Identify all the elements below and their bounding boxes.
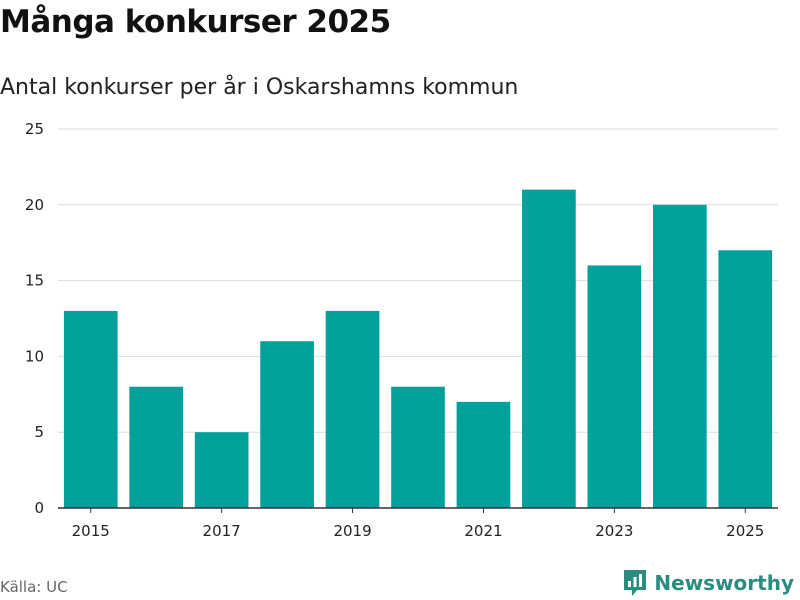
y-tick-label-10: 10 xyxy=(25,347,44,365)
x-tick-label-2025: 2025 xyxy=(726,522,764,540)
brand-name: Newsworthy xyxy=(654,571,794,595)
chart-subtitle: Antal konkurser per år i Oskarshamns kom… xyxy=(0,75,519,100)
bar-2018 xyxy=(260,341,314,508)
x-tick-label-2015: 2015 xyxy=(72,522,110,540)
x-tick-label-2019: 2019 xyxy=(333,522,371,540)
y-tick-label-20: 20 xyxy=(25,196,44,214)
y-tick-label-5: 5 xyxy=(34,423,44,441)
bar-2015 xyxy=(63,310,118,508)
bar-2019 xyxy=(325,310,380,508)
bar-2024 xyxy=(652,204,707,509)
brand-logo: Newsworthy xyxy=(622,568,794,598)
bar-2020 xyxy=(391,386,445,508)
y-tick-label-25: 25 xyxy=(25,120,44,138)
bar-2016 xyxy=(129,386,184,508)
y-tick-label-15: 15 xyxy=(25,272,44,290)
newsworthy-logo-icon xyxy=(624,570,647,596)
bar-2022 xyxy=(522,189,576,508)
x-tick-label-2017: 2017 xyxy=(203,522,241,540)
bar-2017 xyxy=(194,432,249,508)
x-tick-label-2023: 2023 xyxy=(595,522,633,540)
source-note: Källa: UC xyxy=(0,578,68,596)
bar-2021 xyxy=(456,401,511,508)
bars xyxy=(63,189,773,509)
x-axis-ticks: 2015 2017 2019 2021 2023 2025 xyxy=(72,508,764,540)
bar-2023 xyxy=(587,265,642,508)
chart-title: Många konkurser 2025 xyxy=(0,4,391,40)
x-tick-label-2021: 2021 xyxy=(464,522,502,540)
bar-2025 xyxy=(718,250,773,508)
y-axis-ticks: 0 5 10 15 20 25 xyxy=(25,120,44,517)
y-tick-label-0: 0 xyxy=(34,499,44,517)
